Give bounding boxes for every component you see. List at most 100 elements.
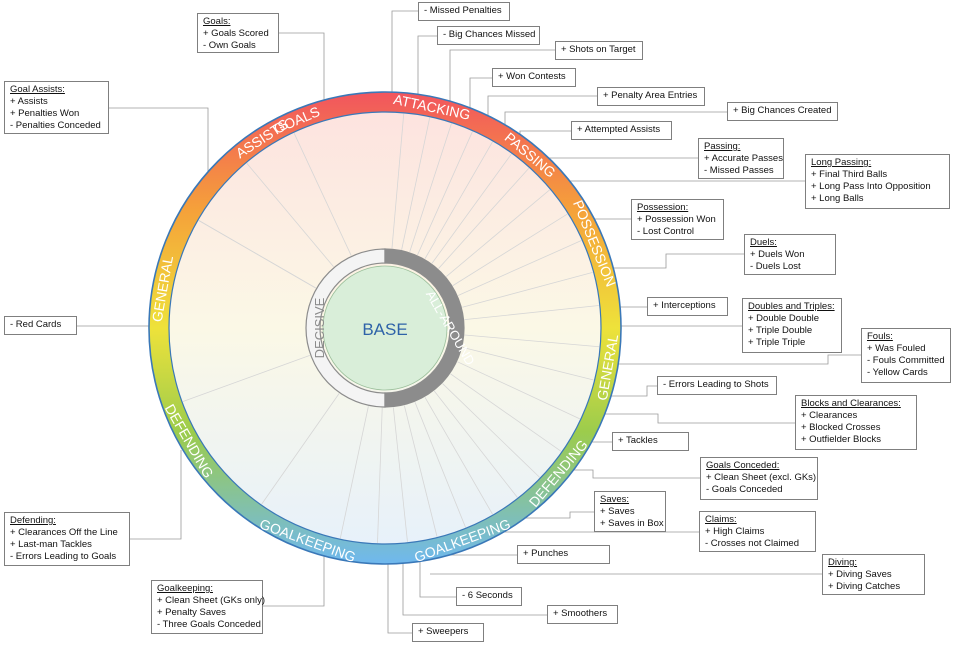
spoke-line [414, 402, 466, 528]
stat-box-doubles-triples: Doubles and Triples: + Double Double + Tri… [742, 298, 842, 353]
stat-box-line: + Attempted Assists [577, 124, 661, 135]
stat-box-passing: Passing: + Accurate Passes - Missed Passes [698, 138, 784, 179]
stat-box-missed-penalties: - Missed Penalties [418, 2, 510, 21]
stat-box-line: + Blocked Crosses [801, 422, 881, 433]
stat-box-big-chances-created: + Big Chances Created [727, 102, 838, 121]
stat-box-line: - Duels Lost [750, 261, 801, 272]
stat-box-line: + Clean Sheet (excl. GKs) [706, 472, 817, 483]
stat-box-line: + Big Chances Created [733, 105, 832, 116]
stat-box-line: + Saves [600, 506, 635, 517]
spoke-line [433, 390, 518, 498]
stat-box-red-cards: - Red Cards [4, 316, 77, 335]
spoke-line [450, 373, 562, 452]
spoke-line [403, 405, 438, 537]
stat-box-title: Goals: [203, 16, 231, 27]
stat-box-line: + Penalty Area Entries [603, 90, 698, 101]
spoke-line [424, 397, 493, 515]
spoke-line [417, 131, 473, 256]
connector-line [590, 253, 744, 269]
stat-box-line: + Triple Double [748, 325, 813, 336]
connector-line [417, 35, 437, 110]
connector-line [449, 49, 555, 116]
stat-box-title: Saves: [600, 494, 630, 505]
stat-box-line: - Goals Conceded [706, 484, 783, 495]
stat-box-line: + Triple Triple [748, 337, 806, 348]
stat-box-title: Diving: [828, 557, 858, 568]
stat-box-line: - Crosses not Claimed [705, 538, 799, 549]
stat-box-title: Goals Conceded: [706, 460, 780, 471]
stat-box-line: - Red Cards [10, 319, 62, 330]
stat-box-title: Possession: [637, 202, 689, 213]
connector-line [387, 552, 412, 634]
stat-box-line: + Smoothers [553, 608, 608, 619]
spoke-lines [182, 113, 600, 543]
stat-box-line: + Penalty Saves [157, 607, 226, 618]
base-label: BASE [362, 320, 407, 339]
stat-box-line: + Sweepers [418, 626, 469, 637]
stat-box-blocks-clearances: Blocks and Clearances: + Clearances + Bloc… [795, 395, 917, 450]
stat-box-line: + Long Pass Into Opposition [811, 181, 931, 192]
spoke-line [198, 220, 316, 289]
spoke-line [339, 406, 369, 539]
spoke-line [442, 383, 540, 478]
stat-box-attempted-assists: + Attempted Assists [571, 121, 672, 140]
stat-box-line: + Long Balls [811, 193, 864, 204]
stat-box-line: + Duels Won [750, 249, 805, 260]
decisive-label: DECISIVE [312, 297, 327, 358]
stat-box-smoothers: + Smoothers [547, 605, 618, 624]
stat-box-goal-assists: Goal Assists: + Assists + Penalties Won - P… [4, 81, 109, 134]
stat-box-line: - Missed Penalties [424, 5, 502, 16]
stat-box-penalty-area-entries: + Penalty Area Entries [597, 87, 705, 106]
stat-box-line: + Goals Scored [203, 28, 269, 39]
stat-box-line: + Accurate Passes [704, 153, 783, 164]
stat-box-line: + Penalties Won [10, 108, 80, 119]
stat-box-saves: Saves: + Saves + Saves in Box [594, 491, 666, 532]
spoke-line [438, 167, 530, 269]
stat-box-line: - Own Goals [203, 40, 256, 51]
stat-box-line: + Clearances [801, 410, 858, 421]
stat-box-title: Defending: [10, 515, 56, 526]
stat-box-title: Duels: [750, 237, 777, 248]
stat-box-goals: Goals: + Goals Scored - Own Goals [197, 13, 279, 53]
stat-box-title: Passing: [704, 141, 741, 152]
spoke-line [391, 113, 405, 249]
stat-box-punches: + Punches [517, 545, 610, 564]
stat-box-line: - Fouls Committed [867, 355, 945, 366]
stat-box-title: Long Passing: [811, 157, 872, 168]
stat-box-line: + Saves in Box [600, 518, 664, 529]
stat-box-title: Claims: [705, 514, 737, 525]
stat-box-line: + Assists [10, 96, 48, 107]
connector-line [130, 450, 182, 540]
spoke-line [392, 407, 408, 542]
spoke-line [424, 141, 493, 259]
stat-box-interceptions: + Interceptions [647, 297, 728, 316]
stat-box-tackles: + Tackles [612, 432, 689, 451]
stat-box-line: + Diving Catches [828, 581, 901, 592]
stat-box-line: - Yellow Cards [867, 367, 928, 378]
stat-box-title: Goal Assists: [10, 84, 65, 95]
stat-box-six-seconds: - 6 Seconds [456, 587, 522, 606]
stat-box-fouls: Fouls: + Was Fouled - Fouls Committed - Yel… [861, 328, 951, 383]
stat-box-line: + Tackles [618, 435, 658, 446]
stat-box-line: + High Claims [705, 526, 765, 537]
stat-box-title: Goalkeeping: [157, 583, 213, 594]
stat-box-line: - Errors Leading to Goals [10, 551, 117, 562]
stat-box-goalkeeping: Goalkeeping: + Clean Sheet (GKs only) + Pe… [151, 580, 265, 634]
stat-box-line: - Big Chances Missed [443, 29, 536, 40]
stat-box-claims: Claims: + High Claims - Crosses not Claime… [699, 511, 816, 552]
spoke-line [462, 271, 593, 308]
stat-box-line: + Clearances Off the Line [10, 527, 118, 538]
spoke-line [457, 240, 582, 296]
stat-box-long-passing: Long Passing: + Final Third Balls + Long P… [805, 154, 950, 209]
stat-box-diving: Diving: + Diving Saves + Diving Catches [822, 554, 925, 595]
spoke-line [457, 361, 581, 420]
stat-box-line: + Was Fouled [867, 343, 926, 354]
connector-line [419, 548, 456, 598]
stat-box-shots-on-target: + Shots on Target [555, 41, 643, 60]
stat-box-line: + Diving Saves [828, 569, 892, 580]
spoke-line [446, 189, 550, 277]
stat-box-line: - Three Goals Conceded [157, 619, 261, 630]
spoke-line [261, 393, 340, 505]
spoke-line [452, 213, 568, 286]
stat-box-big-chances-missed: - Big Chances Missed [437, 26, 540, 45]
